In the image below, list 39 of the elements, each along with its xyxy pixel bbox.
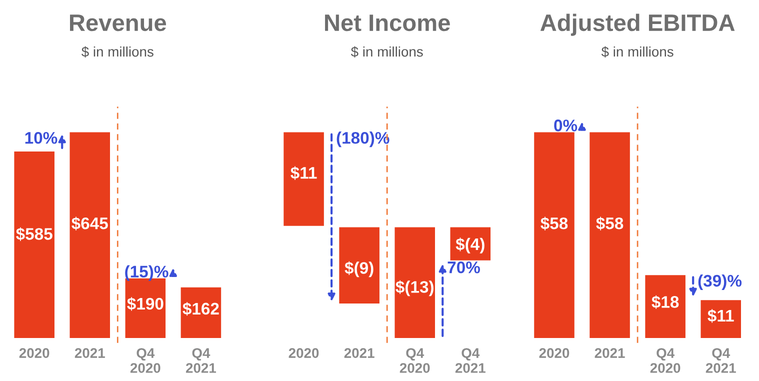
data-label: $11 bbox=[290, 166, 317, 180]
x-tick-label: Q4 2021 bbox=[706, 348, 736, 373]
bar bbox=[68, 130, 112, 340]
data-label: $162 bbox=[182, 302, 219, 316]
chart-subtitle: $ in millions bbox=[82, 46, 154, 58]
data-label: $18 bbox=[652, 295, 679, 309]
data-label: $11 bbox=[708, 309, 734, 323]
x-tick-label: Q4 2020 bbox=[130, 348, 160, 373]
x-tick-label: Q4 2021 bbox=[186, 348, 216, 373]
x-tick-label: Q4 2020 bbox=[650, 348, 680, 373]
data-label: $(13) bbox=[396, 280, 434, 296]
x-tick-label: 2020 bbox=[288, 348, 319, 358]
bar bbox=[12, 150, 56, 340]
x-tick-label: Q4 2021 bbox=[455, 348, 486, 373]
x-tick-label: 2021 bbox=[344, 348, 374, 358]
data-label: $585 bbox=[16, 227, 52, 241]
x-tick-label: 2020 bbox=[539, 348, 570, 358]
chart-subtitle: $ in millions bbox=[601, 46, 674, 58]
data-label: $645 bbox=[72, 216, 108, 230]
x-tick-label: 2020 bbox=[19, 348, 50, 358]
data-label: $58 bbox=[596, 216, 624, 230]
chart-title: Revenue bbox=[70, 14, 166, 32]
data-label: $190 bbox=[127, 297, 164, 311]
annotation: (39)% bbox=[698, 274, 742, 290]
text: 0% bbox=[554, 120, 578, 132]
bar bbox=[179, 286, 222, 340]
annotation: (15)% bbox=[125, 265, 168, 281]
chart-title: Adjusted EBITDA bbox=[540, 14, 735, 36]
x-tick-label: 2021 bbox=[74, 348, 105, 358]
chart-subtitle: $ in millions bbox=[350, 46, 423, 58]
data-label: $58 bbox=[540, 216, 568, 230]
annotation: (180)% bbox=[336, 132, 390, 148]
chart-title: Net Income bbox=[325, 14, 450, 32]
x-tick-label: 2021 bbox=[594, 348, 625, 358]
annotation: 70% bbox=[448, 261, 480, 274]
annotation: 10% bbox=[25, 132, 58, 144]
data-label: $(4) bbox=[456, 238, 484, 254]
x-tick-label: Q4 2020 bbox=[400, 348, 430, 373]
data-label: $(9) bbox=[344, 261, 374, 278]
